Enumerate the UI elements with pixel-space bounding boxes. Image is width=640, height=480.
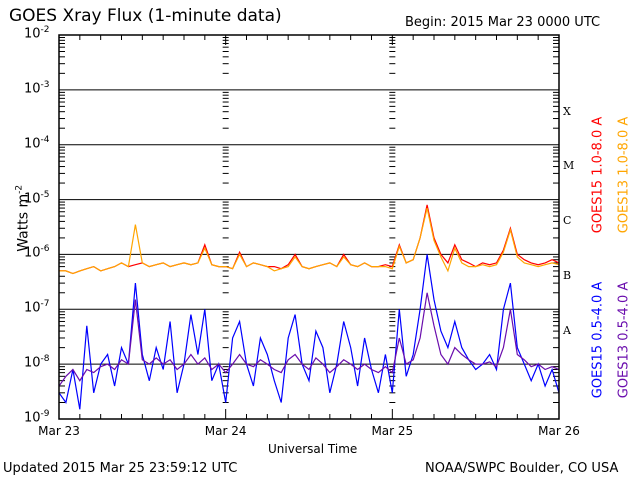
flare-class-label: A [563, 323, 571, 337]
y-tick-exp: -8 [40, 354, 50, 365]
series-line-goes13-0-5-4-0-a [58, 292, 560, 387]
y-tick-base: 10 [24, 410, 41, 426]
y-tick-exp: -7 [40, 299, 50, 310]
plot-frame [58, 34, 560, 420]
y-tick-label: 10-8 [24, 354, 50, 370]
chart-title: GOES Xray Flux (1-minute data) [9, 6, 282, 26]
y-tick-exp: -4 [40, 134, 50, 145]
y-tick-label: 10-5 [24, 190, 50, 206]
y-tick-label: 10-9 [24, 409, 50, 425]
series-line-goes13-1-0-8-0-a [59, 207, 560, 275]
x-tick-label: Mar 23 [38, 424, 80, 438]
y-tick-base: 10 [24, 190, 41, 206]
y-tick-label: 10-2 [24, 25, 50, 41]
y-tick-label: 10-6 [24, 244, 50, 260]
y-tick-exp: -5 [40, 189, 50, 200]
flare-class-label: C [563, 214, 572, 228]
y-tick-base: 10 [24, 136, 41, 152]
flare-class-label: M [563, 159, 575, 173]
y-tick-label: 10-7 [24, 299, 50, 315]
y-tick-base: 10 [24, 300, 41, 316]
y-tick-base: 10 [24, 245, 41, 261]
series-line-goes15-1-0-8-0-a [59, 204, 560, 275]
updated-timestamp: Updated 2015 Mar 25 23:59:12 UTC [3, 461, 238, 476]
y-tick-exp: -6 [40, 244, 50, 255]
y-tick-base: 10 [24, 355, 41, 371]
y-tick-base: 10 [24, 81, 41, 97]
flare-class-label: X [563, 104, 571, 118]
y-tick-base: 10 [24, 26, 41, 42]
x-axis-label: Universal Time [268, 442, 358, 456]
x-tick-label: Mar 26 [538, 424, 580, 438]
x-tick-label: Mar 24 [204, 424, 247, 438]
y-tick-label: 10-3 [24, 80, 50, 96]
begin-date: Begin: 2015 Mar 23 0000 UTC [405, 15, 601, 30]
flare-class-label: B [563, 269, 572, 283]
y-tick-exp: -3 [40, 79, 50, 90]
x-tick-label: Mar 25 [371, 424, 414, 438]
series-line-goes15-0-5-4-0-a [58, 254, 560, 410]
y-tick-label: 10-4 [24, 135, 50, 151]
y-tick-exp: -9 [40, 409, 50, 419]
source-credit: NOAA/SWPC Boulder, CO USA [425, 461, 619, 476]
y-tick-exp: -2 [40, 25, 50, 35]
